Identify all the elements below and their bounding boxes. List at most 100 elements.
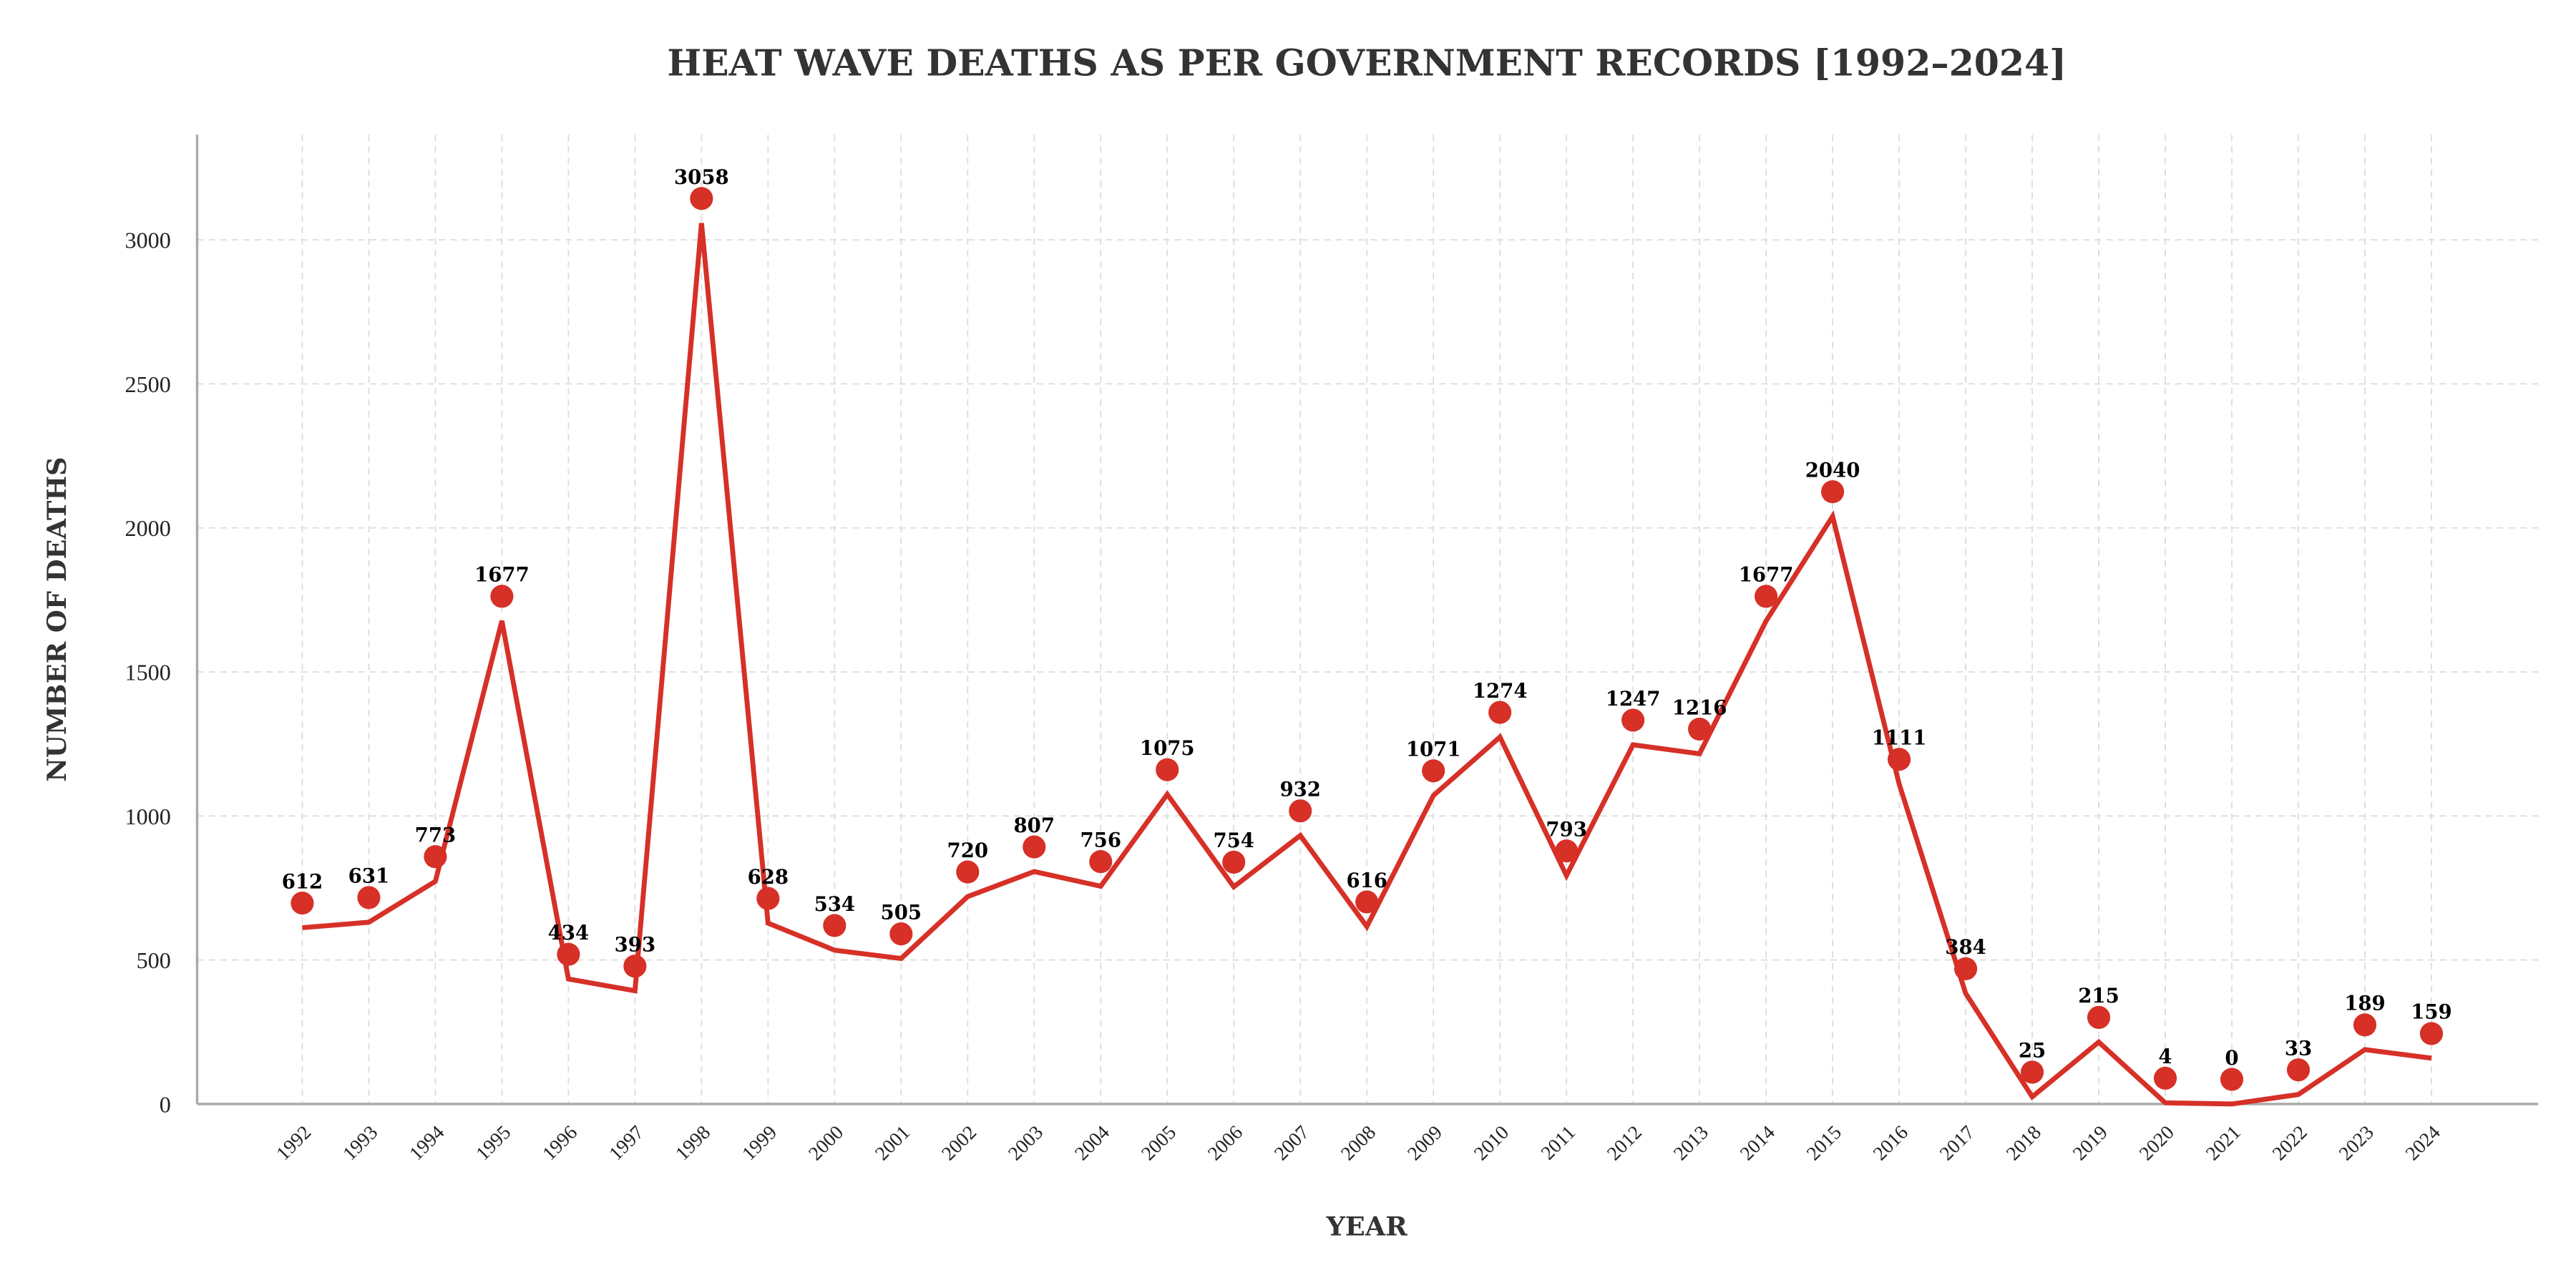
data-labels: 612 631 773 1677 434 393 3058 628 534 505 720 807 75…: [282, 166, 2452, 1070]
data-point-marker: [1222, 850, 1246, 874]
x-tick-label: 1996: [538, 1121, 582, 1165]
y-tick-label: 2000: [125, 515, 171, 541]
data-point-marker: [357, 886, 381, 909]
data-label: 932: [1279, 779, 1321, 801]
x-tick-label: 1993: [338, 1121, 382, 1165]
data-point-marker: [291, 891, 314, 915]
data-point-marker: [1488, 701, 1512, 724]
x-tick-label: 2013: [1669, 1121, 1712, 1165]
data-point-marker: [424, 845, 447, 869]
data-label: 2040: [1805, 459, 1860, 482]
data-point-marker: [690, 187, 713, 210]
data-point-marker: [2020, 1060, 2044, 1084]
x-tick-label: 2004: [1070, 1121, 1113, 1164]
x-tick-label: 2001: [870, 1121, 914, 1165]
x-tick-label: 1999: [737, 1121, 781, 1165]
x-tick-label: 1997: [605, 1121, 648, 1165]
data-point-marker: [1555, 839, 1579, 863]
data-label: 33: [2285, 1037, 2312, 1060]
x-tick-label: 2021: [2201, 1121, 2245, 1165]
data-label: 434: [548, 922, 590, 945]
x-tick-label: 2015: [1802, 1121, 1845, 1165]
data-point-marker: [1688, 717, 1712, 741]
data-label: 754: [1213, 829, 1254, 852]
x-tick-label: 2000: [804, 1121, 847, 1165]
x-tick-label: 1995: [472, 1121, 515, 1165]
data-label: 393: [615, 934, 656, 957]
x-tick-label: 2019: [2068, 1121, 2112, 1165]
data-point-marker: [623, 955, 647, 978]
data-label: 534: [814, 893, 856, 916]
data-point-marker: [956, 860, 980, 884]
data-label: 215: [2078, 985, 2119, 1008]
data-label: 1274: [1473, 680, 1528, 703]
data-label: 25: [2019, 1040, 2046, 1063]
x-tick-label: 2022: [2268, 1121, 2311, 1165]
x-tick-label: 2008: [1336, 1121, 1380, 1165]
data-point-marker: [1422, 759, 1445, 783]
data-point-marker: [1888, 748, 1911, 771]
data-label: 1075: [1140, 737, 1195, 760]
data-label: 1677: [474, 564, 530, 587]
data-label: 793: [1546, 819, 1587, 841]
x-tick-label: 2002: [937, 1121, 980, 1165]
data-point-marker: [2353, 1013, 2377, 1037]
x-tick-label: 2024: [2401, 1121, 2444, 1164]
data-label: 612: [282, 870, 323, 893]
series-line: [302, 223, 2432, 1107]
y-tick-label: 500: [137, 947, 171, 973]
x-tick-label: 1994: [405, 1121, 449, 1164]
data-label: 720: [947, 839, 989, 862]
x-tick-label: 2009: [1402, 1121, 1446, 1165]
data-point-marker: [2220, 1068, 2244, 1091]
x-tick-label: 2007: [1269, 1121, 1313, 1165]
x-tick-label: 2006: [1203, 1121, 1246, 1165]
data-point-marker: [2153, 1066, 2177, 1090]
data-label: 773: [415, 824, 457, 847]
data-label: 189: [2344, 992, 2386, 1015]
data-point-marker: [2286, 1058, 2311, 1082]
data-label: 756: [1080, 829, 1122, 852]
y-tick-label: 0: [160, 1091, 171, 1117]
data-point-marker: [1755, 585, 1778, 608]
data-point-marker: [1023, 835, 1046, 859]
x-tick-label: 2003: [1003, 1121, 1047, 1165]
data-point-marker: [1621, 708, 1645, 732]
data-label: 3058: [674, 166, 729, 189]
data-point-marker: [1821, 480, 1845, 504]
data-label: 4: [2158, 1045, 2172, 1068]
data-point-marker: [1089, 850, 1113, 874]
data-point-marker: [557, 942, 580, 966]
data-label: 0: [2225, 1047, 2238, 1070]
data-label: 159: [2411, 1001, 2452, 1024]
x-tick-label: 2016: [1868, 1121, 1912, 1165]
data-label: 1071: [1406, 738, 1461, 761]
x-tick-label: 2011: [1536, 1121, 1579, 1164]
x-tick-label: 2005: [1136, 1121, 1180, 1165]
data-point-marker: [823, 914, 847, 937]
y-tick-label: 1000: [125, 804, 171, 829]
data-label: 1247: [1606, 688, 1661, 711]
x-tick-label: 2010: [1469, 1121, 1513, 1165]
y-axis-label: NUMBER OF DEATHS: [42, 457, 72, 781]
x-tick-label: 2017: [1935, 1121, 1979, 1165]
x-tick-label: 1998: [670, 1121, 714, 1165]
x-tick-label: 2023: [2334, 1121, 2378, 1165]
data-point-marker: [1953, 957, 1978, 980]
data-point-marker: [2419, 1022, 2444, 1045]
data-label: 384: [1945, 936, 1986, 959]
data-label: 631: [348, 865, 390, 888]
x-tick-labels: 1992 1993 1994 1995 1996 1997 1998 1999 2000 2001…: [272, 1121, 2445, 1164]
x-tick-label: 2020: [2135, 1121, 2178, 1165]
data-label: 1677: [1739, 564, 1794, 587]
data-point-marker: [1355, 890, 1379, 914]
markers: [291, 187, 2444, 1091]
x-tick-label: 2014: [1735, 1121, 1779, 1164]
data-point-marker: [2087, 1005, 2111, 1029]
data-label: 807: [1014, 814, 1055, 837]
x-axis-label: YEAR: [1326, 1211, 1408, 1242]
x-tick-label: 2012: [1602, 1121, 1646, 1165]
data-point-marker: [1156, 758, 1179, 781]
data-point-marker: [1289, 799, 1312, 823]
